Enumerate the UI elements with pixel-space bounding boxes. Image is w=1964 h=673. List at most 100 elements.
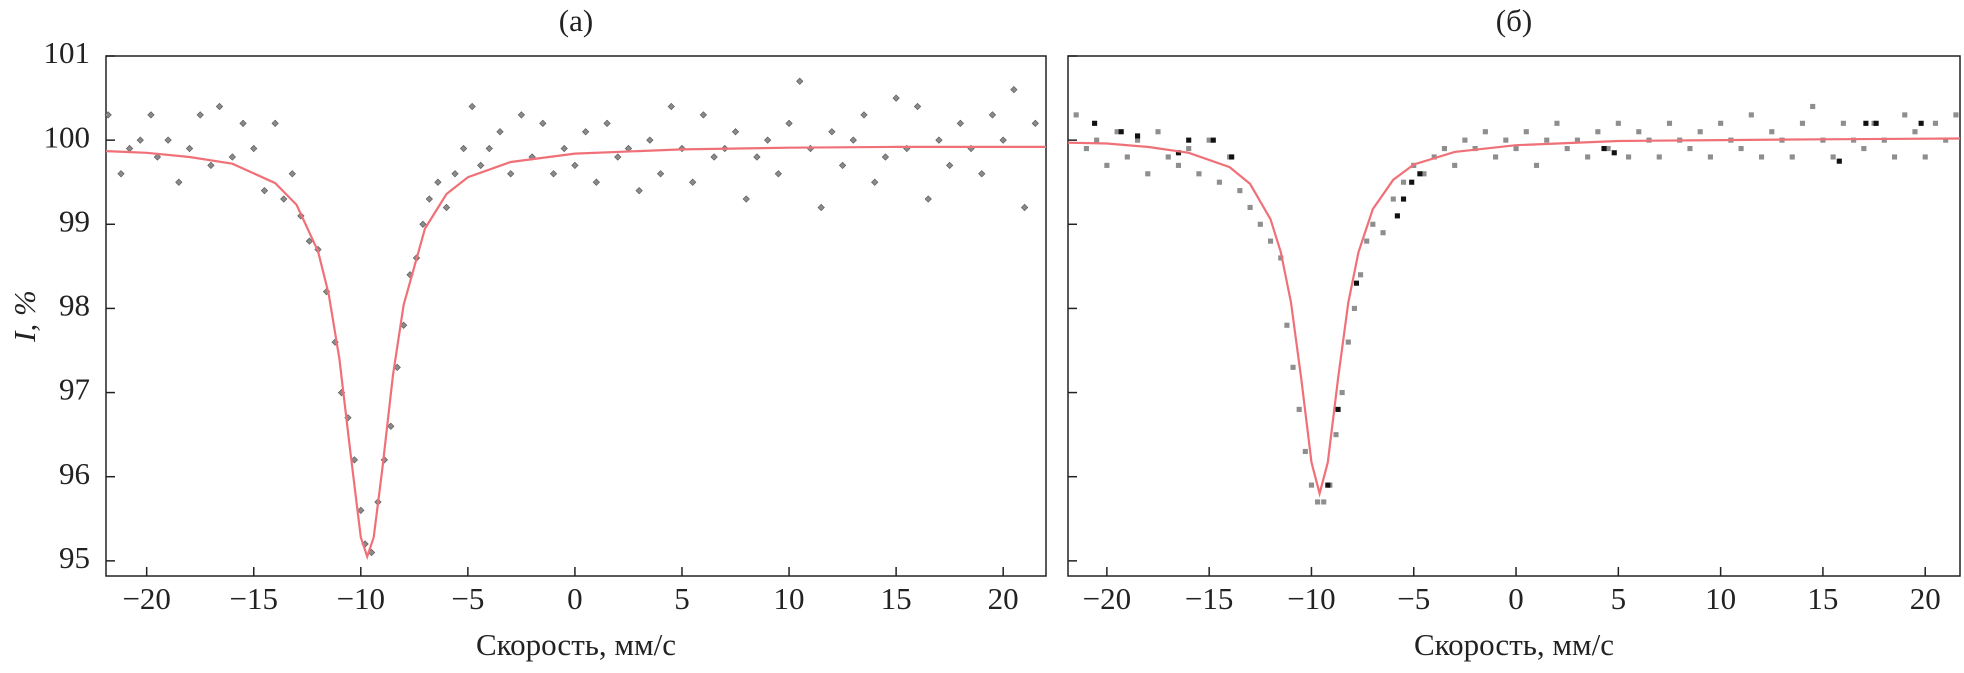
data-point — [753, 153, 761, 161]
x-tick-label: −20 — [1083, 581, 1131, 616]
data-point — [1267, 238, 1274, 244]
data-point — [1134, 137, 1141, 143]
data-point — [207, 161, 215, 170]
fit-line — [105, 145, 1046, 561]
data-point — [560, 144, 568, 153]
x-tick-label: −20 — [122, 581, 170, 616]
data-point — [1595, 129, 1601, 135]
plot-frame — [1067, 55, 1961, 577]
data-point — [1296, 406, 1302, 412]
data-point — [817, 203, 825, 212]
data-point — [1357, 272, 1364, 278]
data-point — [1247, 204, 1253, 211]
chart-title: (б) — [1496, 3, 1532, 38]
x-axis-label: Скорость, мм/с — [476, 627, 676, 662]
data-point — [496, 128, 504, 136]
y-tick-label: 96 — [59, 456, 90, 491]
data-point — [1922, 154, 1928, 160]
data-point — [935, 136, 943, 144]
data-point — [1503, 137, 1509, 143]
data-point — [1031, 119, 1039, 127]
data-point — [1605, 145, 1611, 152]
x-tick-label: −5 — [1397, 581, 1430, 616]
data-point — [571, 161, 579, 170]
data-point — [280, 195, 288, 203]
data-point — [742, 195, 750, 203]
x-tick-label: 20 — [988, 581, 1019, 616]
x-tick-label: 10 — [774, 581, 805, 616]
data-point — [288, 170, 296, 178]
data-point — [1836, 158, 1842, 164]
x-tick-label: 5 — [674, 581, 690, 616]
x-tick-label: −15 — [230, 581, 278, 616]
y-tick-label: 99 — [59, 203, 90, 238]
data-point — [1840, 120, 1846, 126]
y-axis-label: I, % — [7, 290, 42, 343]
data-point — [1370, 221, 1376, 227]
data-point — [1912, 129, 1918, 135]
y-tick-label: 101 — [44, 35, 91, 70]
data-point — [1351, 305, 1357, 311]
x-tick-label: −10 — [337, 581, 385, 616]
data-point — [1333, 432, 1339, 438]
data-point — [1789, 154, 1795, 160]
data-point — [175, 178, 183, 186]
data-point — [215, 102, 224, 111]
data-point — [1810, 103, 1816, 110]
data-point — [104, 111, 112, 119]
data-point — [1175, 162, 1182, 168]
data-point — [1873, 120, 1879, 126]
data-point — [1666, 120, 1673, 126]
data-point — [271, 119, 279, 127]
x-tick-label: −5 — [451, 581, 484, 616]
data-point — [459, 144, 468, 153]
data-point — [1335, 406, 1341, 412]
data-point — [1615, 120, 1621, 126]
data-point — [774, 170, 782, 178]
data-point — [1325, 482, 1331, 488]
y-tick-label: 95 — [59, 540, 90, 575]
data-point — [1364, 238, 1370, 244]
data-point — [1210, 137, 1216, 143]
data-point — [1758, 154, 1765, 160]
data-point — [136, 136, 144, 144]
data-point — [1400, 196, 1407, 202]
data-point — [924, 195, 932, 203]
data-point — [1083, 145, 1089, 152]
data-point — [582, 128, 590, 136]
x-tick-label: 15 — [881, 581, 912, 616]
data-point — [1687, 145, 1693, 152]
data-point — [1165, 154, 1171, 160]
data-point — [1799, 120, 1806, 126]
data-point — [956, 119, 964, 127]
data-point — [689, 178, 697, 186]
data-point — [1229, 154, 1235, 160]
data-point — [228, 153, 236, 161]
y-tick-label: 98 — [59, 288, 90, 323]
y-tick-label: 100 — [44, 119, 91, 154]
data-point — [1417, 171, 1423, 177]
data-point — [1533, 162, 1540, 168]
data-point — [1493, 154, 1499, 160]
data-point — [425, 195, 433, 203]
x-axis-label: Скорость, мм/с — [1414, 627, 1614, 662]
data-point — [764, 136, 772, 144]
data-point — [1611, 150, 1617, 156]
data-point — [1554, 120, 1560, 126]
x-tick-label: 0 — [567, 581, 583, 616]
data-point — [1390, 196, 1396, 202]
data-point — [1626, 154, 1632, 160]
data-point — [731, 128, 740, 136]
data-point — [239, 119, 247, 127]
data-point — [1564, 145, 1570, 152]
data-point — [117, 170, 125, 178]
data-point — [387, 422, 395, 430]
data-point — [196, 111, 204, 119]
data-point — [357, 506, 365, 514]
data-point — [517, 111, 526, 119]
data-point — [164, 136, 172, 144]
x-tick-label: 20 — [1910, 581, 1941, 616]
x-tick-label: −15 — [1185, 581, 1233, 616]
data-point — [1020, 203, 1029, 212]
data-point — [260, 187, 269, 195]
